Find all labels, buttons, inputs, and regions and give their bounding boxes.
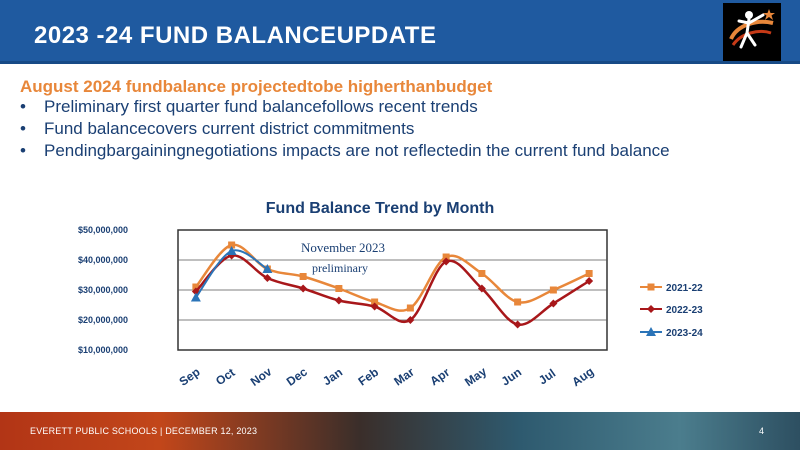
x-tick-label: Oct <box>213 365 237 388</box>
data-point-2021-22 <box>335 285 343 292</box>
legend-marker-2022-23 <box>647 305 655 313</box>
slide-title: 2023 -24 FUND BALANCEUPDATE <box>34 22 437 49</box>
y-tick-label: $30,000,000 <box>78 285 128 295</box>
data-point-2021-22 <box>406 304 414 312</box>
footer-bar: EVERETT PUBLIC SCHOOLS | DECEMBER 12, 20… <box>0 412 800 450</box>
x-tick-label: Feb <box>356 365 382 389</box>
footer-text: EVERETT PUBLIC SCHOOLS | DECEMBER 12, 20… <box>30 426 258 436</box>
data-point-2023-24 <box>190 292 201 302</box>
data-point-2021-22 <box>371 298 379 306</box>
x-tick-label: Nov <box>248 364 275 389</box>
data-point-2021-22 <box>192 283 200 291</box>
y-tick-label: $50,000,000 <box>78 225 128 235</box>
bullet-item: • Preliminary first quarter fund balancef… <box>20 96 710 118</box>
bullet-list: • Preliminary first quarter fund balancef… <box>20 96 710 162</box>
data-point-2022-23 <box>334 296 343 305</box>
y-tick-label: $40,000,000 <box>78 255 128 265</box>
annotation-line2: preliminary <box>312 261 368 275</box>
data-point-2021-22 <box>585 270 593 277</box>
x-tick-label: Mar <box>391 365 417 389</box>
annotation-line1: November 2023 <box>301 240 385 255</box>
legend-label-2023-24: 2023-24 <box>666 328 703 339</box>
data-point-2021-22 <box>228 241 236 249</box>
bullet-text: Pendingbargainingnegotiations impacts ar… <box>44 141 670 160</box>
data-point-2021-22 <box>442 253 450 261</box>
bullet-item: • Pendingbargainingnegotiations impacts a… <box>20 140 710 162</box>
y-tick-label: $20,000,000 <box>78 315 128 325</box>
x-tick-label: Dec <box>284 364 310 388</box>
bullet-icon: • <box>20 97 26 116</box>
data-point-2021-22 <box>514 298 522 306</box>
district-logo <box>723 3 781 61</box>
data-point-2023-24 <box>262 264 273 273</box>
legend-marker-2023-24 <box>646 327 656 336</box>
data-point-2022-23 <box>299 284 308 293</box>
data-point-2021-22 <box>549 286 557 294</box>
x-tick-label: Jan <box>320 365 345 388</box>
page-number: 4 <box>758 426 764 436</box>
data-point-2022-23 <box>549 299 558 308</box>
data-point-2023-24 <box>226 246 237 255</box>
x-tick-label: Apr <box>427 365 452 389</box>
legend-label-2022-23: 2022-23 <box>666 305 703 316</box>
data-point-2022-23 <box>477 284 486 293</box>
bullet-text: Fund balancecovers current district comm… <box>44 119 415 138</box>
data-point-2022-23 <box>370 302 379 311</box>
bullet-text: Preliminary first quarter fund balancefo… <box>44 97 478 116</box>
x-tick-label: Aug <box>569 364 596 389</box>
x-tick-label: May <box>462 364 489 389</box>
data-point-2022-23 <box>513 320 522 329</box>
chart-title: Fund Balance Trend by Month <box>266 200 494 217</box>
logo-icon <box>723 3 781 61</box>
subtitle: August 2024 fundbalance projectedtobe hi… <box>20 77 493 96</box>
y-tick-label: $10,000,000 <box>78 345 128 355</box>
data-point-2021-22 <box>299 273 307 280</box>
data-point-2021-22 <box>478 270 486 277</box>
bullet-item: • Fund balancecovers current district com… <box>20 118 710 140</box>
legend-marker-2021-22 <box>647 283 655 291</box>
data-point-2022-23 <box>442 257 451 266</box>
data-point-2022-23 <box>406 316 415 324</box>
bullet-icon: • <box>20 141 26 160</box>
data-point-2022-23 <box>585 277 594 285</box>
fund-balance-chart: Fund Balance Trend by Month $50,000,000 $4… <box>78 200 703 389</box>
x-tick-label: Jul <box>536 366 558 387</box>
legend-label-2021-22: 2021-22 <box>666 283 703 294</box>
header-bar: 2023 -24 FUND BALANCEUPDATE <box>0 0 800 64</box>
data-point-2022-23 <box>263 274 272 282</box>
x-tick-label: Sep <box>177 365 203 389</box>
x-tick-label: Jun <box>499 365 525 389</box>
bullet-icon: • <box>20 119 26 138</box>
